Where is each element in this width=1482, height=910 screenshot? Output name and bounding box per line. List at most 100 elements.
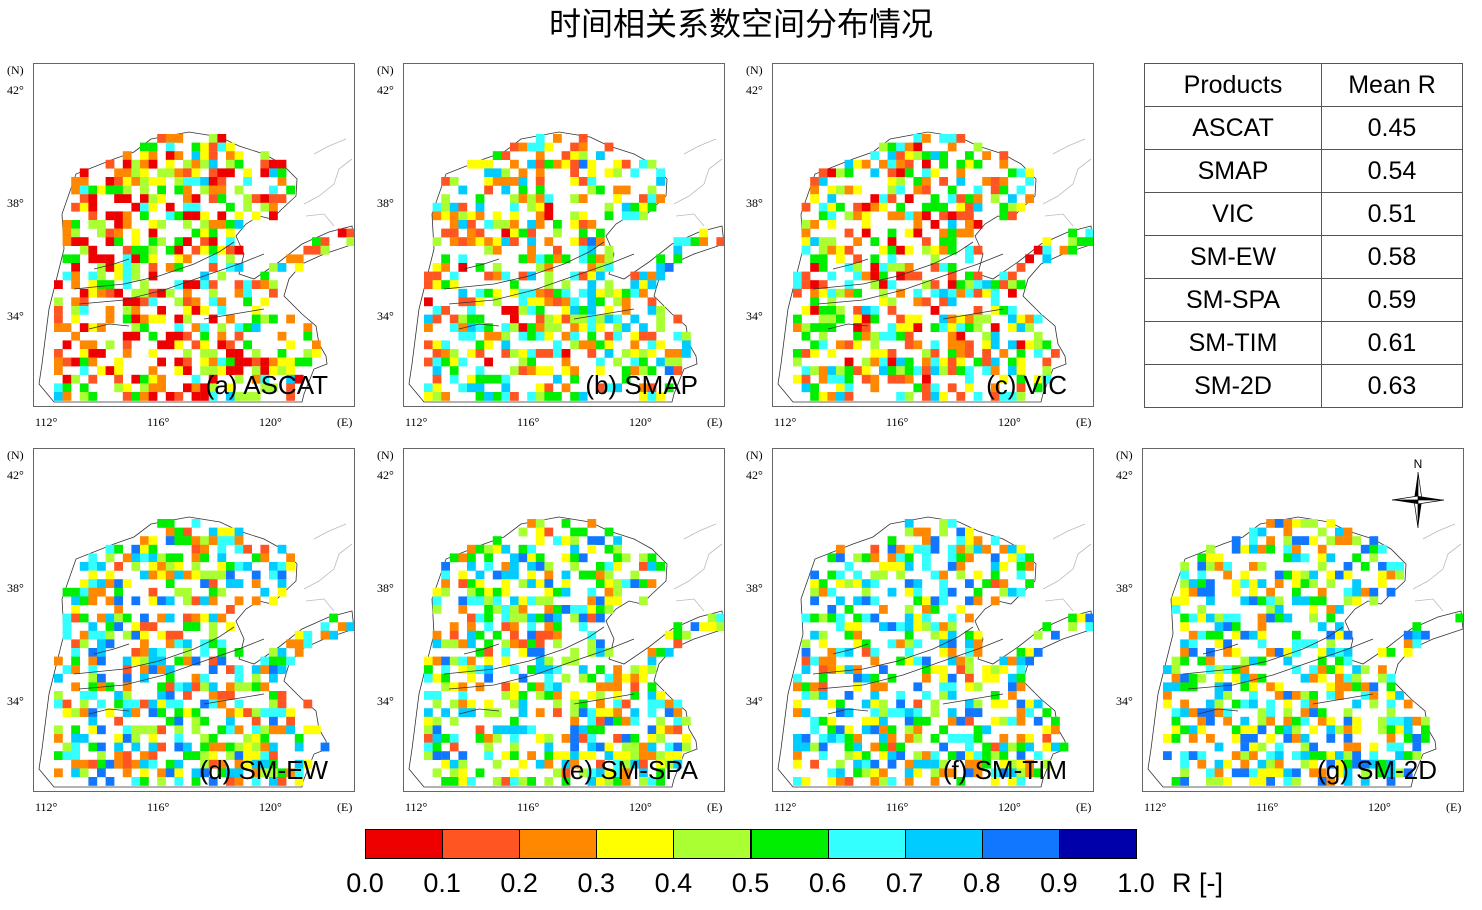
grid-cell [1231, 613, 1241, 623]
grid-cell [1395, 716, 1404, 726]
grid-cell [1369, 536, 1379, 545]
grid-cell [827, 648, 837, 657]
grid-cell [492, 211, 502, 221]
grid-cell [570, 708, 579, 717]
grid-cell [303, 725, 313, 735]
grid-cell [853, 211, 862, 221]
latitude-tick: 42° [377, 83, 394, 97]
grid-cell [1016, 699, 1026, 709]
grid-cell [630, 314, 640, 324]
grid-cell [1335, 665, 1344, 674]
grid-cell [621, 673, 631, 683]
grid-cell [234, 562, 244, 571]
grid-cell [870, 656, 880, 666]
grid-cell [1008, 194, 1017, 203]
grid-cell [234, 742, 244, 752]
grid-cell [535, 383, 545, 393]
grid-cell [527, 323, 536, 332]
grid-cell [527, 228, 536, 238]
grid-cell [114, 357, 123, 367]
grid-cell [191, 383, 201, 393]
grid-cell [1317, 622, 1327, 631]
grid-cell [939, 245, 948, 255]
grid-cell [183, 185, 192, 195]
grid-cell [79, 734, 89, 743]
grid-cell [510, 725, 519, 735]
grid-cell [140, 288, 149, 298]
grid-cell [269, 742, 278, 752]
grid-cell [183, 527, 192, 537]
grid-cell [1309, 605, 1318, 614]
grid-cell [561, 314, 571, 324]
grid-cell [587, 280, 597, 289]
grid-cell [1180, 570, 1189, 580]
grid-cell [105, 613, 115, 623]
grid-cell [518, 605, 528, 614]
grid-cell [801, 306, 811, 315]
grid-cell [827, 245, 837, 255]
grid-cell [879, 605, 888, 614]
grid-cell [535, 297, 545, 307]
grid-cell [922, 527, 931, 537]
grid-cell [140, 544, 149, 554]
grid-cell [200, 768, 209, 778]
grid-cell [208, 220, 218, 229]
grid-cell [458, 579, 468, 588]
grid-cell [148, 570, 158, 580]
grid-cell [870, 254, 880, 264]
grid-cell [904, 630, 914, 640]
grid-cell [1352, 596, 1361, 606]
grid-cell [999, 374, 1009, 384]
grid-cell [492, 536, 502, 545]
grid-cell [243, 751, 252, 760]
grid-cell [140, 613, 149, 623]
grid-cell [269, 759, 278, 769]
grid-cell [1335, 682, 1344, 692]
grid-cell [303, 357, 313, 367]
grid-cell [527, 349, 536, 358]
grid-cell [79, 699, 89, 709]
grid-cell [191, 202, 201, 212]
grid-cell [458, 570, 468, 580]
grid-cell [277, 579, 287, 588]
grid-cell [484, 392, 493, 401]
grid-cell [887, 734, 897, 743]
grid-cell [140, 168, 149, 178]
grid-cell [1274, 648, 1284, 657]
grid-cell [870, 553, 880, 563]
grid-cell [913, 288, 923, 298]
grid-cell [896, 168, 905, 178]
grid-cell [208, 751, 218, 760]
grid-cell [922, 605, 931, 614]
grid-cell [260, 280, 270, 289]
grid-cell [630, 357, 640, 367]
grid-cell [818, 630, 828, 640]
grid-cell [887, 357, 897, 367]
grid-cell [1163, 682, 1172, 692]
grid-cell [639, 553, 648, 563]
grid-cell [604, 587, 614, 597]
grid-cell [208, 254, 218, 264]
grid-cell [191, 306, 201, 315]
grid-cell [1025, 768, 1034, 778]
grid-cell [148, 142, 158, 152]
grid-cell [217, 357, 227, 367]
grid-cell [424, 340, 433, 350]
grid-cell [62, 237, 72, 246]
grid-cell [105, 708, 115, 717]
grid-cell [1197, 613, 1207, 623]
grid-cell [561, 306, 571, 315]
grid-cell [956, 536, 966, 545]
grid-cell [904, 716, 914, 726]
grid-cell [1283, 716, 1293, 726]
grid-cell [913, 725, 923, 735]
grid-cell [1360, 777, 1370, 786]
grid-cell [234, 648, 244, 657]
grid-cell [1257, 725, 1267, 735]
grid-cell [922, 245, 931, 255]
grid-cell [570, 340, 579, 350]
grid-cell [269, 366, 278, 375]
boundary-line [203, 693, 265, 705]
grid-cell [578, 211, 588, 221]
grid-cell [449, 656, 459, 666]
